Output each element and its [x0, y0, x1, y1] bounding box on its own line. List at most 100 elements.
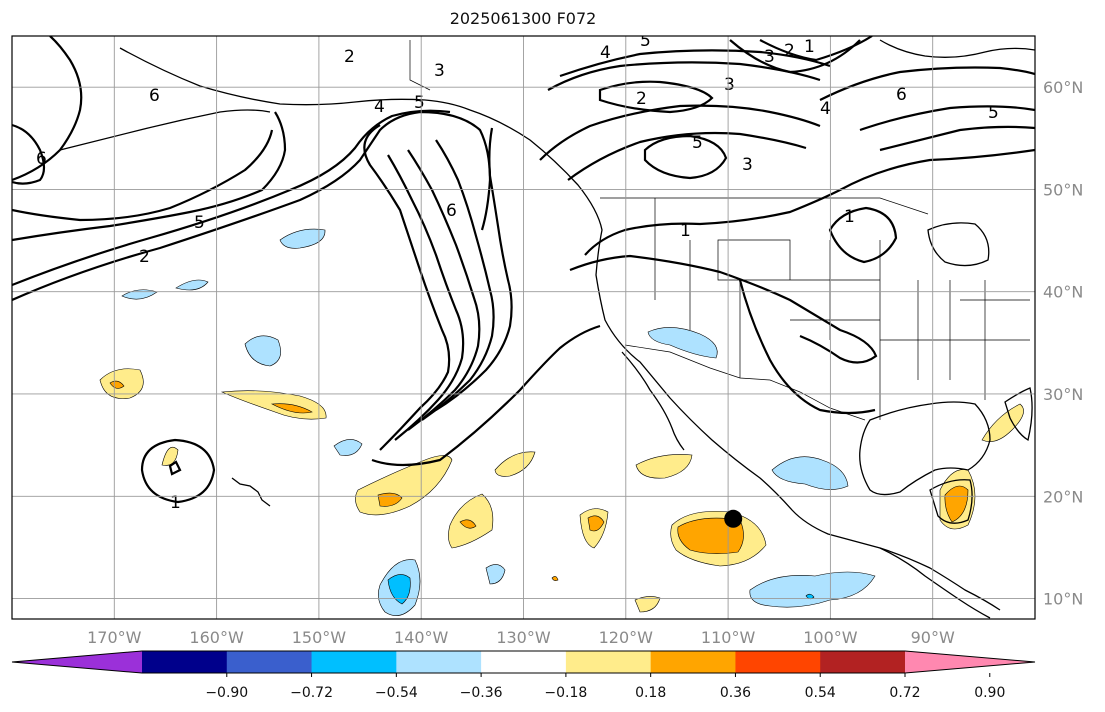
- contour-line: [371, 324, 601, 467]
- contour-label: 4: [374, 97, 385, 117]
- map-title: 2025061300 F072: [449, 9, 597, 28]
- shade-yellow-area: [494, 451, 536, 477]
- colorbar-tick-label: 0.18: [635, 685, 666, 701]
- contour-line: [12, 110, 492, 302]
- coastline-yucatan: [929, 479, 973, 524]
- colorbar-segment: [226, 651, 313, 673]
- shade-yellow-area: [161, 446, 179, 466]
- colorbar-tick-label: 0.72: [889, 685, 920, 701]
- contour-label: 5: [640, 31, 651, 51]
- contour-line: [12, 111, 287, 242]
- shade-blue-area: [333, 439, 363, 456]
- colorbar-tick-label: −0.54: [375, 685, 418, 701]
- shading-layer: [99, 228, 1024, 617]
- contour-line: [738, 279, 876, 415]
- contour-line: [421, 139, 495, 421]
- colorbar-tick-label: −0.90: [205, 685, 248, 701]
- contour-line: [407, 149, 481, 431]
- contour-label: 3: [434, 61, 445, 81]
- coastline-hawaii: [231, 477, 271, 507]
- lon-tick-label: 100°W: [803, 628, 858, 647]
- contour-line: [435, 127, 513, 411]
- black-dot-marker: [724, 509, 743, 528]
- shade-blue-area: [175, 279, 209, 291]
- lon-tick-label: 160°W: [189, 628, 244, 647]
- contour-label-layer: 2 3 4 5 6 6 5 2 6 4 5 2 3 5 3 3 2 1 4 6 …: [36, 31, 999, 513]
- shade-orange-area: [587, 515, 605, 532]
- contour-label: 5: [988, 103, 999, 123]
- gridline-layer: [12, 36, 1035, 619]
- border-us-states: [654, 198, 1030, 420]
- contour-line: [140, 438, 216, 504]
- contour-line: [12, 123, 46, 185]
- lat-tick-label: 40°N: [1043, 283, 1083, 302]
- contour-line: [759, 36, 873, 62]
- contour-label: 6: [36, 149, 47, 169]
- contour-label: 6: [149, 86, 160, 106]
- coastline-great-lakes: [927, 222, 990, 267]
- border-us-canada: [600, 197, 929, 215]
- contour-label: 5: [414, 93, 425, 113]
- lon-tick-label: 140°W: [394, 628, 449, 647]
- contour-label: 5: [194, 213, 205, 233]
- contour-line: [819, 66, 1035, 101]
- contour-label: 6: [446, 201, 457, 221]
- colorbar-segment: [650, 651, 736, 673]
- contour-label: 1: [804, 37, 815, 57]
- coastline-aleutians: [59, 109, 271, 151]
- colorbar-extend-high: [905, 651, 1035, 673]
- contour-line: [879, 125, 1035, 152]
- contour-line: [363, 124, 451, 451]
- contour-line: [387, 154, 465, 441]
- colorbar-segment: [311, 651, 397, 673]
- contour-label: 5: [692, 133, 703, 153]
- contour-line: [729, 39, 861, 74]
- colorbar-extend-low: [12, 651, 142, 673]
- colorbar-tick-label: −0.72: [290, 685, 333, 701]
- contour-line: [567, 131, 807, 181]
- coastline-layer: [59, 39, 1035, 619]
- shade-blue-area: [485, 564, 506, 585]
- lon-tick-label: 130°W: [496, 628, 551, 647]
- contour-line: [539, 104, 821, 161]
- shade-blue-area: [244, 335, 281, 367]
- contour-line: [584, 148, 1035, 256]
- latitude-labels: 60°N 50°N 40°N 30°N 20°N 10°N: [1043, 78, 1083, 608]
- longitude-labels: 170°W 160°W 150°W 140°W 130°W 120°W 110°W 100°W…: [87, 628, 955, 647]
- colorbar-segment: [565, 651, 652, 673]
- contour-label: 3: [724, 75, 735, 95]
- colorbar-outline: [11, 650, 1036, 674]
- shade-orange-area: [551, 576, 559, 581]
- colorbar-segment: [396, 651, 482, 673]
- shade-yellow-area: [981, 403, 1024, 442]
- contour-line: [569, 254, 878, 364]
- colorbar-tick-label: 0.54: [805, 685, 836, 701]
- coastline-alaska: [119, 47, 426, 106]
- map-layers: 2 3 4 5 6 6 5 2 6 4 5 2 3 5 3 3 2 1 4 6 …: [12, 31, 1035, 619]
- colorbar: [11, 650, 1036, 674]
- contour-line: [168, 460, 182, 476]
- lat-tick-label: 20°N: [1043, 487, 1083, 506]
- coastline-hudson: [879, 39, 1035, 58]
- contour-label: 2: [139, 247, 150, 267]
- contour-line: [559, 49, 831, 78]
- lon-tick-label: 90°W: [911, 628, 955, 647]
- contour-line: [828, 206, 898, 264]
- contour-label: 6: [896, 85, 907, 105]
- contour-label: 1: [680, 221, 691, 241]
- shade-yellow-area: [635, 454, 693, 479]
- lon-tick-label: 120°W: [599, 628, 654, 647]
- coastline-north-america-west: [424, 99, 1001, 611]
- coastline-central-america: [879, 547, 991, 619]
- contour-line: [12, 109, 451, 287]
- contour-line: [643, 134, 728, 180]
- colorbar-tick-labels: −0.90 −0.72 −0.54 −0.36 −0.18 0.18 0.36 0.54 0.7…: [205, 673, 1005, 701]
- contour-label: 1: [844, 207, 855, 227]
- contour-label: 1: [170, 493, 181, 513]
- contour-line: [12, 129, 274, 222]
- contour-line: [859, 105, 1035, 132]
- shade-orange-area: [677, 517, 744, 554]
- lat-tick-label: 50°N: [1043, 180, 1083, 199]
- shade-orange-area: [944, 485, 969, 523]
- lon-tick-label: 110°W: [701, 628, 756, 647]
